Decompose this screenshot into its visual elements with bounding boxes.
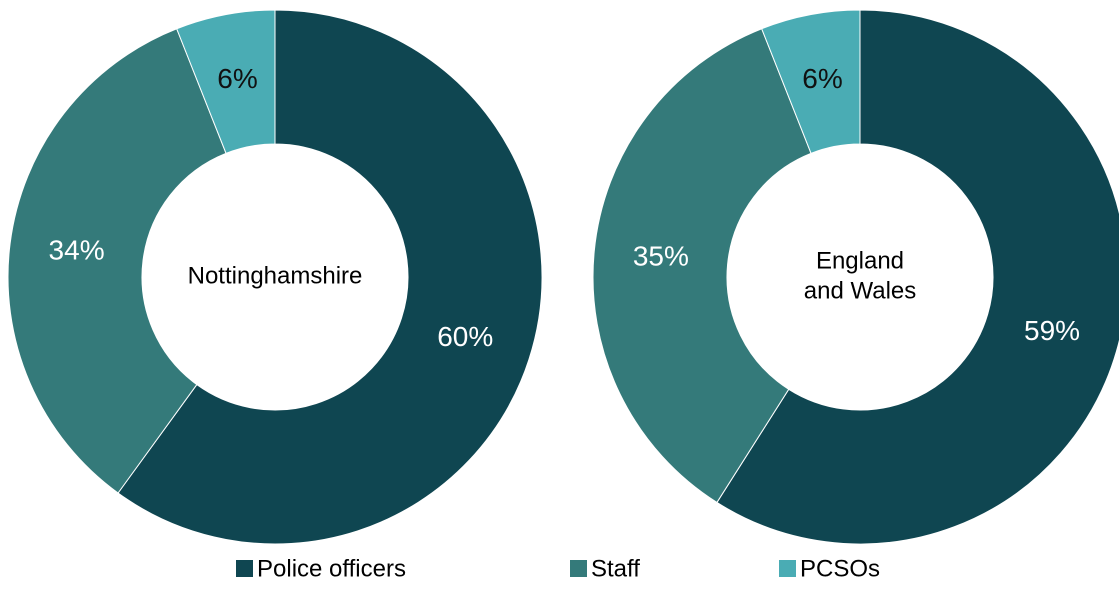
legend-label: Police officers (257, 555, 406, 582)
center-label: Nottinghamshire (188, 262, 363, 289)
donut-slice (761, 9, 861, 154)
legend-swatch (570, 560, 587, 577)
legend-label: PCSOs (800, 555, 880, 582)
center-label: and Wales (804, 277, 917, 304)
value-label: 35% (633, 241, 689, 272)
donut-slice (7, 28, 227, 494)
legend-label: Staff (591, 555, 640, 582)
value-label: 6% (802, 63, 842, 94)
value-label: 34% (49, 234, 105, 265)
center-label: England (816, 247, 904, 274)
value-label: 60% (437, 321, 493, 352)
legend-swatch (779, 560, 796, 577)
donut-slice (176, 9, 276, 154)
donut-slice (592, 28, 812, 504)
donut-slice (716, 9, 1119, 545)
value-label: 6% (217, 63, 257, 94)
legend-swatch (236, 560, 253, 577)
donut-slice (117, 9, 543, 545)
value-label: 59% (1024, 315, 1080, 346)
